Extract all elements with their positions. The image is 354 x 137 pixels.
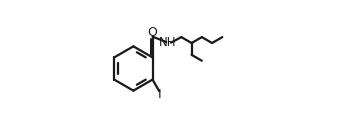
Text: NH: NH <box>159 36 177 49</box>
Text: I: I <box>158 89 162 102</box>
Text: O: O <box>148 26 158 39</box>
